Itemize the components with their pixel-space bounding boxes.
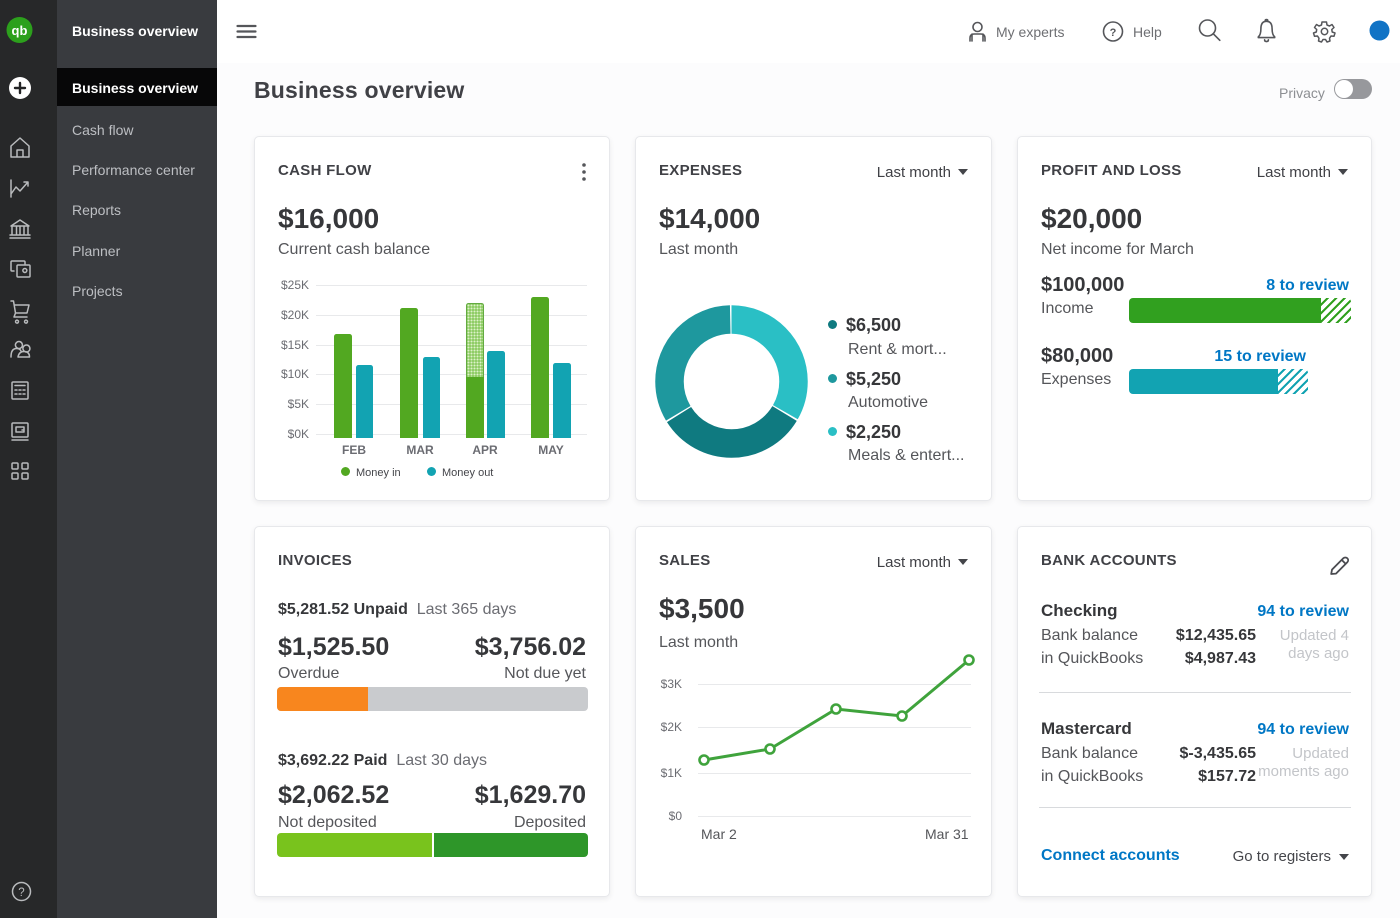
- svg-text:?: ?: [18, 887, 24, 899]
- svg-text:My experts: My experts: [996, 24, 1064, 40]
- svg-text:Help: Help: [1133, 24, 1162, 40]
- svg-text:?: ?: [1110, 27, 1117, 39]
- svg-text:qb: qb: [12, 23, 28, 38]
